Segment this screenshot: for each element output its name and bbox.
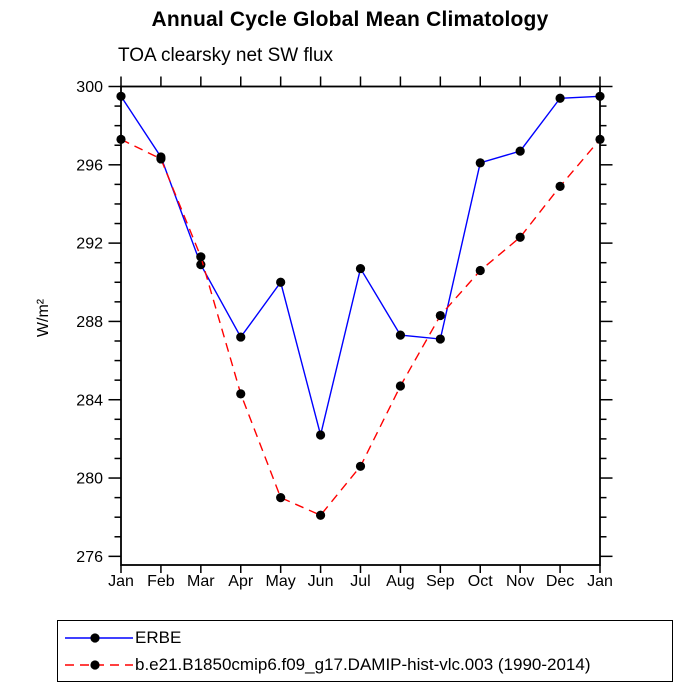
y-axis-tick-label: 292 — [76, 236, 103, 253]
y-axis-tick-label: 296 — [76, 157, 103, 174]
legend-label-erbe: ERBE — [135, 627, 182, 647]
data-point-marker — [315, 430, 326, 440]
x-axis-tick-label: Sep — [426, 573, 455, 590]
data-point-marker — [435, 310, 445, 321]
x-axis-tick-label: Dec — [546, 573, 574, 590]
x-axis-tick-label: Jan — [587, 573, 613, 590]
x-axis-tick-label: Jan — [108, 573, 134, 590]
data-point-marker — [116, 91, 126, 101]
x-axis-tick-label: Jun — [308, 573, 334, 590]
x-axis-tick-label: May — [266, 573, 296, 590]
x-axis-tick-label: Apr — [228, 573, 254, 590]
plot-frame — [120, 85, 601, 566]
legend-label-model: b.e21.B1850cmip6.f09_g17.DAMIP-hist-vlc.… — [135, 654, 591, 674]
data-point-marker — [555, 93, 565, 103]
data-point-marker — [116, 134, 126, 144]
legend-sample-marker — [90, 632, 100, 643]
data-point-marker — [315, 510, 326, 520]
data-point-marker — [395, 381, 406, 391]
data-point-marker — [475, 265, 485, 276]
data-point-marker — [595, 91, 605, 101]
data-point-marker — [395, 330, 406, 340]
legend: ERBE b.e21.B1850cmip6.f09_g17.DAMIP-hist… — [57, 620, 673, 682]
data-point-marker — [435, 334, 445, 344]
chart-subtitle: TOA clearsky net SW flux — [118, 45, 334, 66]
x-axis-tick-label: Nov — [506, 573, 534, 590]
data-point-marker — [595, 134, 605, 144]
y-axis-tick-label: 284 — [76, 392, 103, 409]
x-axis-tick-label: Feb — [147, 573, 175, 590]
legend-item-erbe: ERBE — [63, 627, 672, 649]
y-axis-label: W/m² — [35, 298, 52, 338]
y-axis-tick-label: 288 — [76, 314, 103, 331]
data-point-marker — [236, 389, 246, 399]
x-axis-tick-label: Jul — [350, 573, 370, 590]
data-point-marker — [515, 146, 525, 156]
series-line-model — [120, 138, 601, 517]
legend-line-sample-erbe — [65, 632, 133, 643]
data-point-marker — [276, 493, 286, 503]
data-point-marker — [196, 260, 206, 270]
x-axis-tick-label: Mar — [187, 573, 215, 590]
data-point-marker — [276, 277, 286, 287]
data-point-marker — [355, 461, 366, 471]
data-point-marker — [196, 252, 206, 262]
x-axis-tick-label: Aug — [386, 573, 414, 590]
legend-line-sample-model — [65, 659, 133, 670]
legend-sample-marker — [90, 659, 100, 670]
data-point-marker — [555, 181, 565, 191]
y-axis-tick-label: 280 — [76, 471, 103, 488]
data-point-marker — [355, 263, 366, 274]
data-point-marker — [515, 232, 525, 242]
y-axis-tick-label: 300 — [76, 79, 103, 96]
data-point-marker — [156, 154, 166, 164]
data-point-marker — [236, 332, 246, 342]
legend-item-model: b.e21.B1850cmip6.f09_g17.DAMIP-hist-vlc.… — [63, 654, 672, 676]
chart-title: Annual Cycle Global Mean Climatology — [151, 8, 549, 31]
y-axis-tick-label: 276 — [76, 549, 103, 566]
data-point-marker — [475, 158, 485, 168]
x-axis-tick-label: Oct — [468, 573, 493, 590]
